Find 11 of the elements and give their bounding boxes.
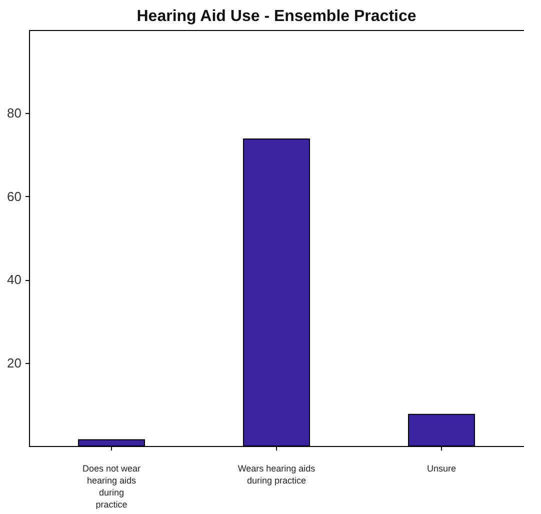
- bar: [408, 414, 475, 446]
- y-tick-label: 20: [7, 355, 22, 370]
- x-tick-label: Wears hearing aids during practice: [238, 464, 316, 486]
- bar: [243, 138, 310, 446]
- y-tick-label: 60: [7, 188, 22, 204]
- x-tick-label: Does not wear hearing aids during practice: [82, 464, 141, 510]
- x-tick-label: Unsure: [426, 464, 456, 474]
- y-tick-label: 40: [7, 272, 22, 288]
- chart-title: Hearing Aid Use - Ensemble Practice: [136, 8, 416, 25]
- bar: [78, 439, 145, 446]
- y-tick-label: 80: [7, 106, 22, 121]
